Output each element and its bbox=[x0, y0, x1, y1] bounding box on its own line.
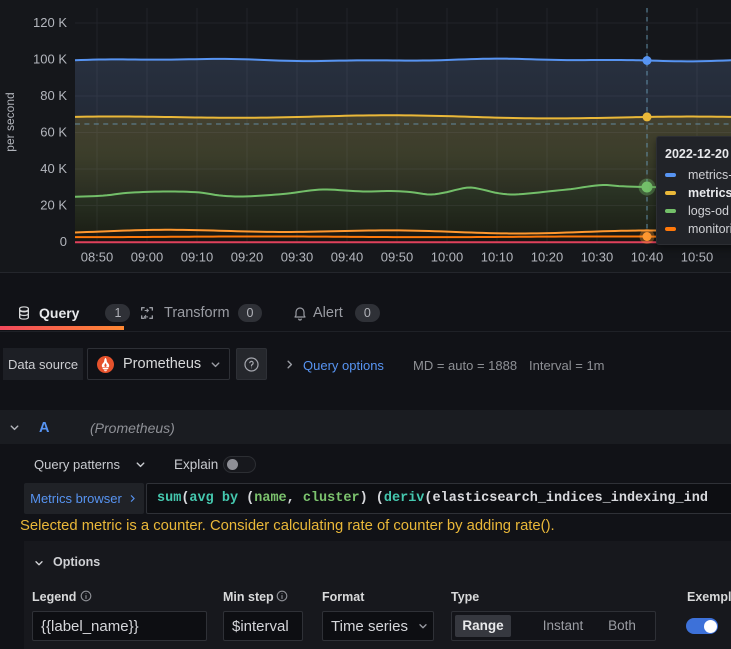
svg-text:09:00: 09:00 bbox=[131, 250, 164, 265]
svg-text:60 K: 60 K bbox=[40, 125, 67, 140]
svg-text:80 K: 80 K bbox=[40, 88, 67, 103]
svg-text:09:30: 09:30 bbox=[281, 250, 314, 265]
svg-text:08:50: 08:50 bbox=[81, 250, 114, 265]
svg-text:10:00: 10:00 bbox=[431, 250, 464, 265]
svg-text:120 K: 120 K bbox=[33, 15, 67, 30]
svg-text:10:50: 10:50 bbox=[681, 250, 714, 265]
svg-text:20 K: 20 K bbox=[40, 198, 67, 213]
svg-text:09:40: 09:40 bbox=[331, 250, 364, 265]
svg-text:10:10: 10:10 bbox=[481, 250, 514, 265]
svg-text:09:20: 09:20 bbox=[231, 250, 264, 265]
svg-text:09:10: 09:10 bbox=[181, 250, 214, 265]
svg-text:40 K: 40 K bbox=[40, 161, 67, 176]
svg-text:10:20: 10:20 bbox=[531, 250, 564, 265]
svg-text:10:30: 10:30 bbox=[581, 250, 614, 265]
svg-text:per second: per second bbox=[3, 92, 17, 151]
svg-text:0: 0 bbox=[60, 234, 67, 249]
svg-text:10:40: 10:40 bbox=[631, 250, 664, 265]
svg-text:100 K: 100 K bbox=[33, 52, 67, 67]
svg-text:09:50: 09:50 bbox=[381, 250, 414, 265]
